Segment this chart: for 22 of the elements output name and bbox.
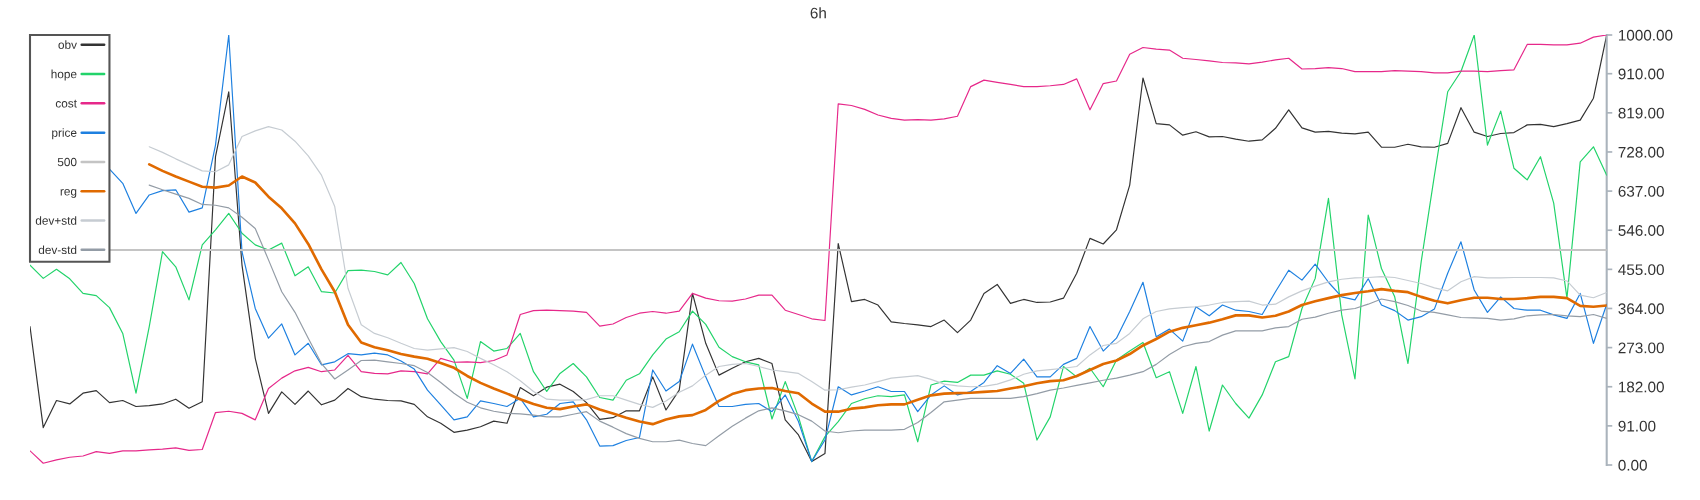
y-tick-label: 819.00 [1618,107,1664,119]
legend-label: cost [55,99,77,108]
y-tick-label: 728.00 [1618,146,1664,158]
y-tick-label: 0.00 [1618,459,1647,471]
legend-label: reg [60,189,77,198]
y-tick-label: 364.00 [1618,303,1664,315]
legend-label: obv [58,40,77,49]
legend-label: price [52,128,77,140]
legend-label: hope [51,69,77,81]
legend-label: dev-std [38,245,77,255]
legend-label: 500 [57,157,77,167]
y-tick-label: 1000.00 [1618,29,1673,41]
y-tick-label: 455.00 [1618,264,1664,276]
y-tick-label: 546.00 [1618,225,1664,236]
chart-title: 6h [810,7,826,19]
y-tick-label: 637.00 [1618,185,1664,197]
y-tick-label: 910.00 [1618,68,1664,80]
y-tick-label: 273.00 [1618,342,1664,354]
line-series [148,126,1607,408]
y-tick-label: 91.00 [1618,420,1656,432]
legend-label: dev+std [35,216,77,225]
y-tick-label: 182.00 [1618,381,1664,393]
